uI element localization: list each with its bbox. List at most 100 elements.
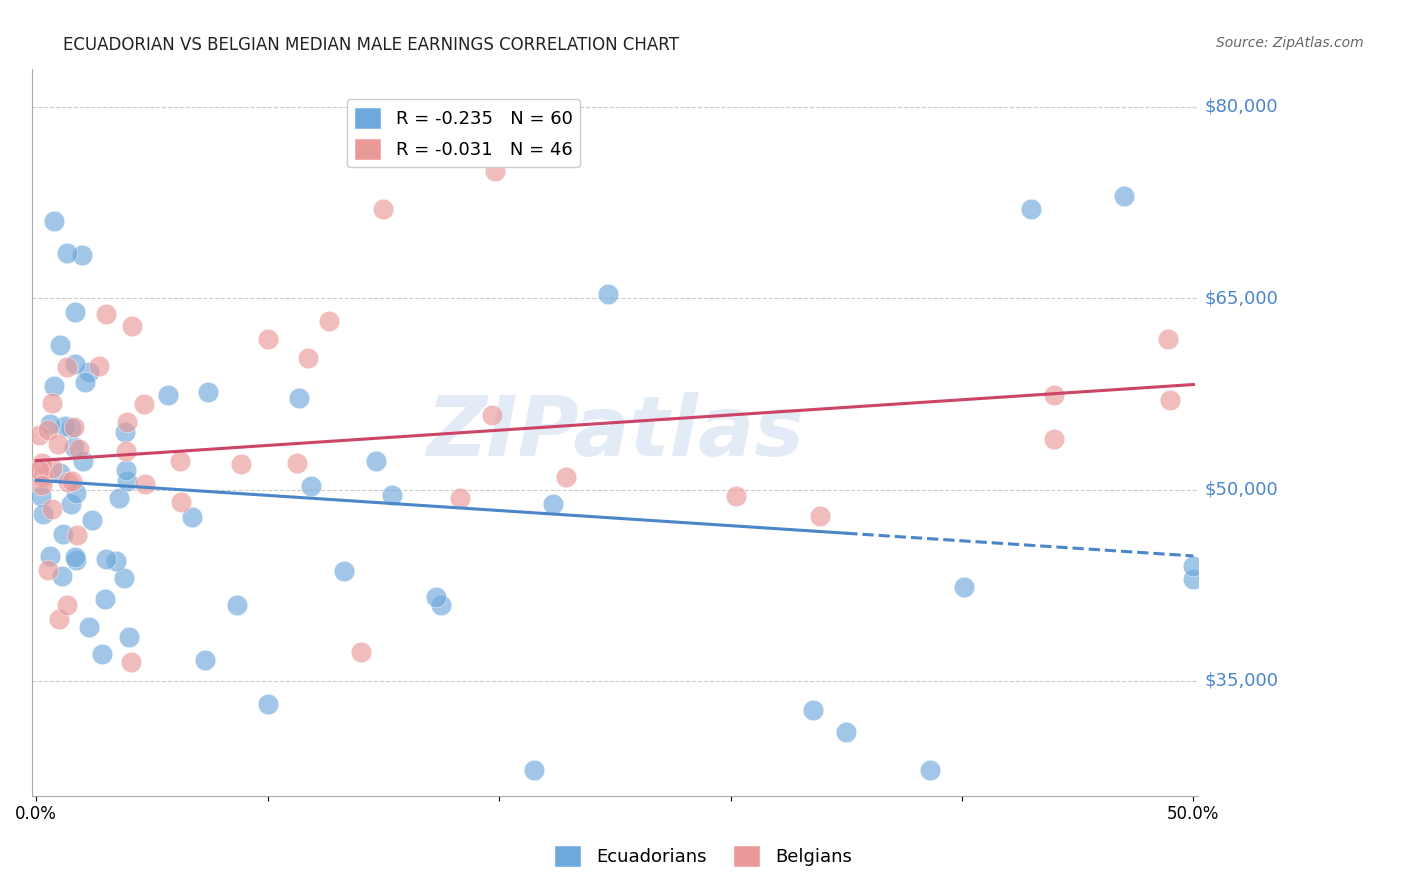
Point bbox=[333, 564, 356, 578]
Point bbox=[257, 697, 280, 711]
Text: $50,000: $50,000 bbox=[1205, 481, 1278, 499]
Point bbox=[63, 441, 86, 455]
Legend: R = -0.235   N = 60, R = -0.031   N = 46: R = -0.235 N = 60, R = -0.031 N = 46 bbox=[347, 99, 579, 167]
Point bbox=[115, 444, 138, 458]
Point bbox=[169, 454, 191, 468]
Point bbox=[94, 552, 117, 566]
Point bbox=[56, 360, 79, 375]
Point bbox=[56, 599, 79, 613]
Point bbox=[44, 379, 66, 393]
Point bbox=[28, 427, 51, 442]
Point bbox=[32, 507, 55, 521]
Point bbox=[55, 418, 77, 433]
Text: ZIPatlas: ZIPatlas bbox=[426, 392, 804, 473]
Point bbox=[39, 417, 62, 431]
Point bbox=[80, 513, 103, 527]
Point bbox=[52, 527, 75, 541]
Point bbox=[1182, 572, 1205, 586]
Point bbox=[105, 554, 128, 568]
Point bbox=[31, 477, 53, 491]
Point bbox=[801, 703, 824, 717]
Point bbox=[118, 630, 141, 644]
Point bbox=[77, 619, 100, 633]
Point bbox=[51, 569, 73, 583]
Point bbox=[1182, 559, 1205, 574]
Text: Source: ZipAtlas.com: Source: ZipAtlas.com bbox=[1216, 36, 1364, 50]
Point bbox=[381, 488, 404, 502]
Point bbox=[170, 495, 193, 509]
Point bbox=[38, 549, 60, 564]
Point bbox=[373, 202, 395, 216]
Point bbox=[94, 307, 117, 321]
Point bbox=[60, 475, 83, 489]
Point bbox=[31, 470, 53, 484]
Point bbox=[725, 489, 748, 503]
Point bbox=[41, 461, 63, 475]
Text: $35,000: $35,000 bbox=[1205, 672, 1279, 690]
Point bbox=[1021, 202, 1043, 216]
Point bbox=[808, 508, 831, 523]
Point bbox=[285, 456, 308, 470]
Point bbox=[318, 314, 340, 328]
Point bbox=[288, 392, 311, 406]
Point bbox=[65, 528, 87, 542]
Point bbox=[114, 462, 136, 476]
Text: ECUADORIAN VS BELGIAN MEDIAN MALE EARNINGS CORRELATION CHART: ECUADORIAN VS BELGIAN MEDIAN MALE EARNIN… bbox=[63, 36, 679, 54]
Point bbox=[598, 287, 620, 301]
Point bbox=[63, 550, 86, 565]
Point bbox=[30, 489, 52, 503]
Point bbox=[425, 590, 447, 604]
Point bbox=[28, 463, 51, 477]
Point bbox=[72, 454, 94, 468]
Point bbox=[481, 408, 503, 422]
Point bbox=[63, 357, 86, 371]
Point bbox=[59, 420, 82, 434]
Point bbox=[1159, 393, 1181, 408]
Point bbox=[484, 164, 506, 178]
Point bbox=[41, 502, 63, 516]
Point bbox=[77, 365, 100, 379]
Point bbox=[364, 454, 387, 468]
Point bbox=[229, 458, 252, 472]
Point bbox=[37, 423, 59, 437]
Point bbox=[67, 442, 90, 456]
Point bbox=[114, 571, 136, 585]
Point bbox=[350, 645, 373, 659]
Point bbox=[180, 510, 202, 524]
Point bbox=[225, 598, 247, 612]
Point bbox=[73, 375, 96, 389]
Point bbox=[58, 475, 80, 489]
Point bbox=[299, 479, 322, 493]
Point bbox=[449, 491, 471, 506]
Point bbox=[1112, 189, 1135, 203]
Point bbox=[835, 725, 858, 739]
Point bbox=[90, 647, 112, 661]
Point bbox=[60, 497, 83, 511]
Point bbox=[134, 397, 156, 411]
Point bbox=[115, 474, 138, 488]
Point bbox=[37, 563, 59, 577]
Point bbox=[42, 214, 65, 228]
Legend: Ecuadorians, Belgians: Ecuadorians, Belgians bbox=[547, 838, 859, 874]
Point bbox=[197, 384, 219, 399]
Point bbox=[1157, 332, 1180, 346]
Point bbox=[65, 486, 87, 500]
Point bbox=[297, 351, 319, 365]
Point bbox=[120, 655, 142, 669]
Point bbox=[56, 245, 79, 260]
Point bbox=[523, 763, 546, 777]
Text: $80,000: $80,000 bbox=[1205, 98, 1278, 116]
Point bbox=[48, 338, 70, 352]
Point bbox=[541, 497, 564, 511]
Point bbox=[48, 612, 70, 626]
Point bbox=[920, 763, 942, 777]
Point bbox=[65, 305, 87, 319]
Point bbox=[1042, 388, 1064, 402]
Point bbox=[31, 456, 53, 470]
Point bbox=[87, 359, 110, 373]
Point bbox=[94, 591, 117, 606]
Point bbox=[114, 425, 136, 439]
Point bbox=[194, 653, 217, 667]
Point bbox=[1043, 433, 1066, 447]
Point bbox=[256, 332, 278, 346]
